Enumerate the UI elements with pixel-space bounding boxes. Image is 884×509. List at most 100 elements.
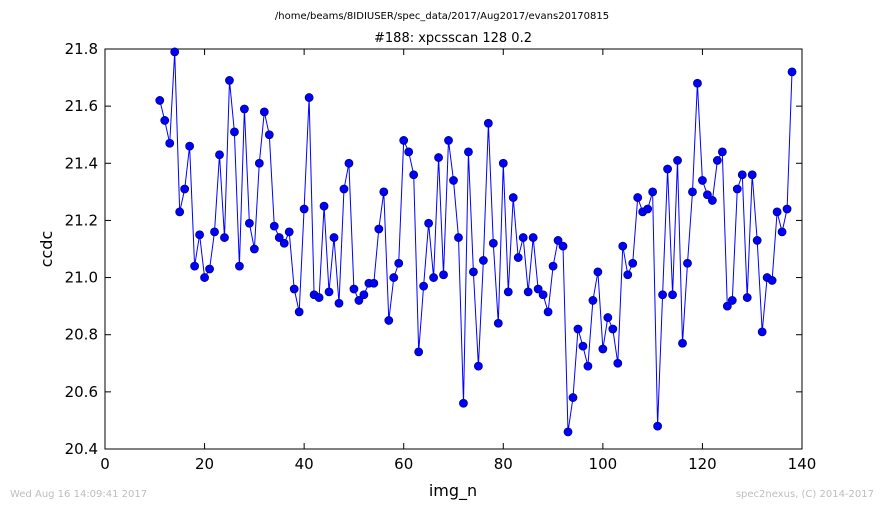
data-point xyxy=(419,281,429,291)
data-point xyxy=(583,361,593,371)
data-point xyxy=(205,264,214,274)
y-tick-label: 20.4 xyxy=(65,440,98,458)
data-point xyxy=(693,78,702,88)
x-axis-label: img_n xyxy=(429,481,477,501)
data-point xyxy=(444,136,453,145)
data-point xyxy=(623,270,633,280)
data-point xyxy=(518,233,528,242)
data-point xyxy=(722,301,732,311)
y-tick-label: 20.6 xyxy=(65,383,98,401)
data-point xyxy=(404,147,414,157)
data-point xyxy=(543,307,553,317)
data-point xyxy=(563,427,573,437)
data-point xyxy=(553,236,563,245)
data-point xyxy=(688,187,697,197)
data-point xyxy=(349,284,359,294)
data-point xyxy=(339,184,349,194)
data-point xyxy=(464,147,473,157)
data-point xyxy=(239,104,249,114)
data-point xyxy=(374,224,384,234)
data-point xyxy=(742,293,752,302)
data-point xyxy=(653,421,663,431)
y-tick-label: 21.0 xyxy=(65,269,98,287)
y-tick-label: 21.6 xyxy=(65,97,98,115)
data-point xyxy=(747,170,757,180)
data-point xyxy=(279,238,289,248)
data-point xyxy=(175,207,185,217)
data-point xyxy=(439,270,448,280)
data-point xyxy=(717,147,727,157)
data-point xyxy=(523,287,533,297)
plot-area: 0 20 40 60 80 100 120 140 20.4 20.6 20.8 21.0 21.2 21… xyxy=(65,40,817,473)
x-tick-label: 80 xyxy=(494,455,513,473)
data-point xyxy=(698,176,707,185)
data-point xyxy=(449,176,458,185)
data-point xyxy=(165,138,175,148)
footer-timestamp: Wed Aug 16 14:09:41 2017 xyxy=(10,489,147,500)
data-point xyxy=(369,278,379,288)
data-point xyxy=(752,236,762,245)
y-axis-label: ccdc xyxy=(37,231,56,268)
data-point xyxy=(628,258,638,268)
data-point xyxy=(359,290,369,300)
data-point xyxy=(648,187,658,197)
data-point xyxy=(663,164,672,174)
data-point xyxy=(588,296,598,305)
data-point xyxy=(269,221,279,231)
data-point xyxy=(488,238,498,248)
data-point xyxy=(608,324,618,334)
data-point xyxy=(414,347,424,357)
data-point xyxy=(220,233,229,242)
data-point xyxy=(259,107,269,117)
data-point xyxy=(379,187,389,197)
data-point xyxy=(294,307,304,317)
data-point xyxy=(274,233,284,242)
data-point xyxy=(314,293,324,302)
data-point xyxy=(683,258,692,268)
data-point xyxy=(732,184,742,194)
data-point xyxy=(244,218,254,228)
data-point xyxy=(613,358,623,368)
data-point xyxy=(434,153,443,162)
y-tick-label: 21.4 xyxy=(65,154,98,172)
x-tick-label: 100 xyxy=(589,455,618,473)
series-group xyxy=(155,47,797,437)
ticks: 0 20 40 60 80 100 120 140 20.4 20.6 20.8 21.0 21.2 21… xyxy=(65,40,817,473)
data-point xyxy=(777,227,787,237)
data-point xyxy=(160,116,170,125)
data-point xyxy=(538,290,548,300)
y-tick-label: 21.2 xyxy=(65,211,98,229)
data-point xyxy=(155,96,165,105)
data-point xyxy=(225,76,234,85)
data-point xyxy=(394,258,404,268)
data-point xyxy=(598,344,608,354)
data-point xyxy=(429,273,438,282)
data-point xyxy=(483,118,493,128)
footer-credit: spec2nexus, (C) 2014-2017 xyxy=(736,489,874,500)
data-point xyxy=(508,193,518,202)
x-tick-label: 0 xyxy=(100,455,110,473)
figure-path-title: /home/beams/8IDIUSER/spec_data/2017/Aug2… xyxy=(275,11,609,22)
data-point xyxy=(498,158,508,168)
data-point xyxy=(782,204,792,214)
data-point xyxy=(170,47,180,57)
data-point xyxy=(324,287,334,297)
data-point xyxy=(284,227,294,237)
data-point xyxy=(389,273,399,282)
data-point xyxy=(573,324,583,334)
data-point xyxy=(230,127,239,137)
data-point xyxy=(493,318,503,328)
data-point xyxy=(249,244,259,254)
x-tick-label: 60 xyxy=(394,455,413,473)
data-point xyxy=(354,296,364,305)
data-point xyxy=(304,93,314,102)
data-point xyxy=(384,316,394,325)
data-point xyxy=(712,156,722,165)
data-point xyxy=(727,296,737,305)
data-point xyxy=(787,67,797,77)
data-point xyxy=(767,276,777,285)
data-point xyxy=(603,313,613,322)
data-point xyxy=(210,227,219,237)
data-point xyxy=(513,253,523,262)
